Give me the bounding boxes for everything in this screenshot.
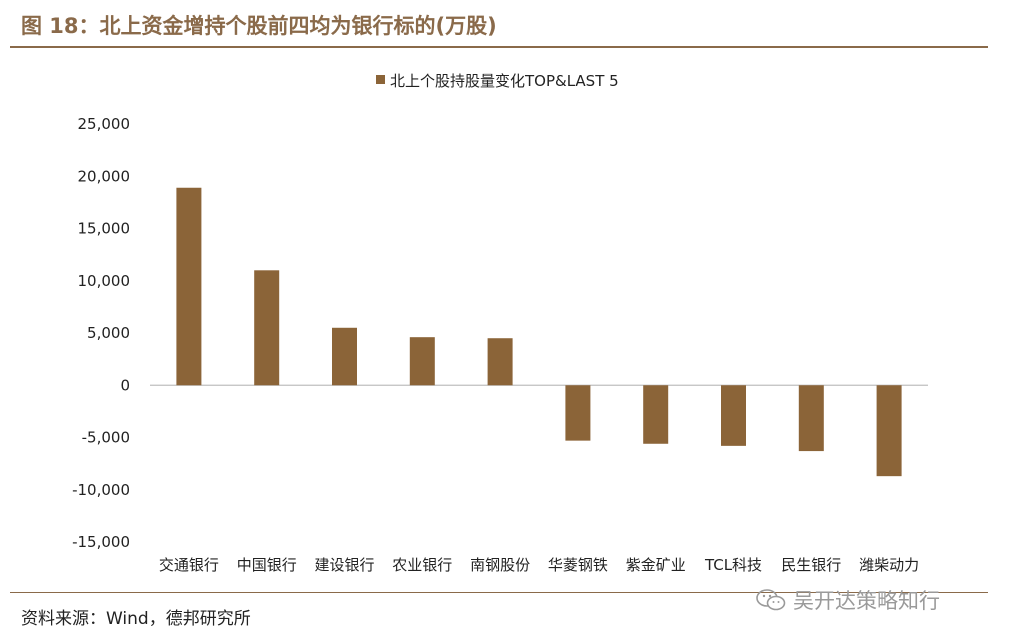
bar	[721, 385, 746, 446]
figure-title: 图 18：北上资金增持个股前四均为银行标的(万股)	[21, 14, 497, 38]
bar	[565, 385, 591, 441]
y-axis: 25,000 20,000 15,000 10,000 5,000 0 -5,000 -10,…	[72, 115, 130, 551]
watermark: 吴开达策略知行	[755, 585, 940, 615]
bar	[332, 327, 357, 386]
title-divider	[10, 46, 988, 48]
wechat-icon	[756, 589, 786, 611]
y-tick-label: 25,000	[78, 115, 131, 133]
y-tick-label: -10,000	[72, 481, 130, 499]
bars	[176, 187, 902, 477]
bar	[876, 385, 902, 477]
bar	[487, 338, 513, 386]
x-axis: 交通银行 中国银行 建设银行 农业银行 南钢股份 华菱钢铁 紫金矿业 TCL科技 民生银行 潍柴动…	[159, 556, 919, 574]
bar	[254, 270, 280, 386]
bar	[409, 337, 435, 386]
bar	[798, 385, 824, 452]
legend: 北上个股持股量变化TOP&LAST 5	[376, 72, 619, 90]
x-category-label: TCL科技	[704, 556, 762, 574]
y-tick-label: -5,000	[82, 429, 130, 447]
x-category-label: 南钢股份	[470, 556, 530, 574]
x-category-label: 华菱钢铁	[548, 556, 608, 574]
y-tick-label: 0	[120, 376, 130, 394]
x-category-label: 建设银行	[314, 556, 374, 574]
x-category-label: 潍柴动力	[859, 556, 919, 574]
x-category-label: 民生银行	[781, 556, 841, 574]
x-category-label: 农业银行	[392, 556, 452, 574]
x-category-label: 交通银行	[159, 556, 219, 574]
x-category-label: 紫金矿业	[626, 556, 686, 574]
legend-label: 北上个股持股量变化TOP&LAST 5	[390, 72, 619, 90]
bar	[176, 187, 202, 386]
legend-swatch	[376, 75, 385, 84]
source-note: 资料来源：Wind，德邦研究所	[21, 609, 251, 629]
y-tick-label: 20,000	[78, 167, 131, 185]
footer-divider	[10, 592, 988, 593]
y-tick-label: 10,000	[78, 272, 131, 290]
watermark-text: 吴开达策略知行	[793, 589, 940, 613]
y-tick-label: 15,000	[78, 220, 131, 238]
y-tick-label: 5,000	[87, 324, 130, 342]
x-category-label: 中国银行	[237, 556, 297, 574]
y-tick-label: -15,000	[72, 533, 130, 551]
bar	[643, 385, 669, 444]
